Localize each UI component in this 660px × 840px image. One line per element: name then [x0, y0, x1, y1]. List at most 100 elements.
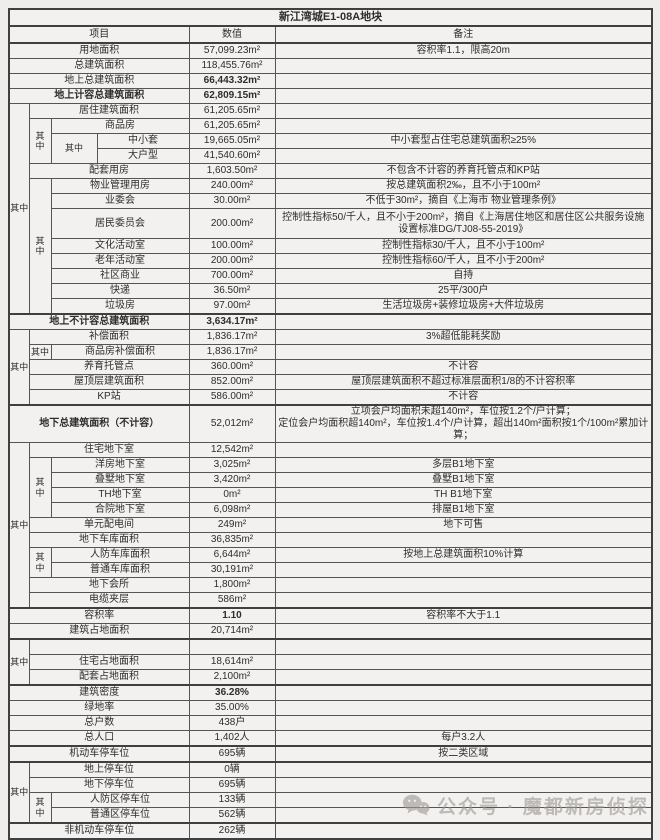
table-row: 居民委员会 200.00m² 控制性指标50/千人，且不小于200m²，摘自《上海居… — [9, 208, 653, 239]
value-cell: 1,836.17m² — [188, 344, 276, 360]
table-row: 其中 人防区停车位 133辆 — [9, 792, 653, 824]
value-cell: 200.00m² — [188, 253, 276, 269]
group-merge-cell: 其中 — [28, 547, 52, 578]
table-row: 单元配电间 249m² 地下可售 — [9, 517, 653, 533]
value-cell: 2,100m² — [188, 669, 276, 686]
table-row: 机动车停车位 695辆 按二类区域 — [8, 745, 653, 763]
remark-cell: 按地上总建筑面积10%计算 — [274, 547, 653, 563]
value-cell: 695辆 — [188, 777, 276, 793]
remark-cell: 容积率不大于1.1 — [274, 607, 653, 624]
table-row: 总建筑面积 118,455.76m² — [8, 58, 653, 74]
value-cell: 700.00m² — [188, 268, 276, 284]
remark-cell: 按二类区域 — [274, 745, 653, 763]
page-title: 新江湾城E1-08A地块 — [8, 8, 653, 27]
group-merge-cell: 其中 — [50, 133, 98, 164]
item-label-cell: KP站 — [28, 389, 190, 406]
value-cell: 586m² — [188, 592, 276, 609]
value-cell: 562辆 — [188, 807, 276, 824]
table-row: 地下总建筑面积（不计容） 52,012m² 立项会户均面积未超140m²，车位按1.… — [8, 404, 653, 443]
remark-cell: 25平/300户 — [274, 283, 653, 299]
item-label-cell: 建筑密度 — [8, 684, 190, 701]
item-label-cell: 总人口 — [8, 730, 190, 747]
value-cell: 30.00m² — [188, 193, 276, 209]
value-cell: 52,012m² — [188, 404, 276, 443]
value-cell: 133辆 — [188, 792, 276, 808]
item-label-cell: 人防车库面积 — [50, 547, 190, 563]
column-header-value: 数值 — [188, 25, 276, 44]
item-label-cell: 地下总建筑面积（不计容） — [8, 404, 190, 443]
table-header-row: 项目 数值 备注 — [8, 25, 653, 44]
table-title-row: 新江湾城E1-08A地块 — [8, 8, 653, 27]
item-label-cell — [28, 638, 190, 655]
column-header-remark: 备注 — [274, 25, 653, 44]
item-label-cell: 居民委员会 — [50, 208, 190, 239]
remark-cell: 控制性指标50/千人，且不小于200m²，摘自《上海居住地区和居住区公共服务设施… — [274, 208, 653, 239]
table-row: 建筑占地面积 20,714m² — [8, 623, 653, 640]
remark-cell — [274, 118, 653, 134]
item-label-cell: 居住建筑面积 — [28, 103, 190, 119]
value-cell: 36,835m² — [188, 532, 276, 548]
table-row: 地下停车位 695辆 — [9, 777, 653, 793]
value-cell: 3,420m² — [188, 472, 276, 488]
remark-cell — [274, 148, 653, 164]
value-cell: 35.00% — [188, 700, 276, 716]
table-row: 普通区停车位 562辆 — [9, 807, 653, 824]
table-row: 业委会 30.00m² 不低于30m²，摘自《上海市 物业管理条例》 — [9, 193, 653, 209]
remark-cell: 控制性指标60/千人，且不小于200m² — [274, 253, 653, 269]
item-label-cell: 配套占地面积 — [28, 669, 190, 686]
remark-cell — [274, 822, 653, 840]
remark-cell: 多层B1地下室 — [274, 457, 653, 473]
value-cell: 6,644m² — [188, 547, 276, 563]
table-row: 其中 居住建筑面积 61,205.65m² — [8, 103, 653, 315]
item-label-cell: 单元配电间 — [28, 517, 190, 533]
remark-cell — [274, 777, 653, 793]
remark-cell — [274, 684, 653, 701]
item-label-cell: 商品房 — [50, 118, 190, 134]
table-row: 总人口 1,402人 每户3.2人 — [8, 730, 653, 747]
remark-cell — [274, 761, 653, 778]
remark-cell: 不计容 — [274, 389, 653, 406]
value-cell: 61,205.65m² — [188, 103, 276, 119]
item-label-cell: 非机动车停车位 — [8, 822, 190, 840]
remark-cell: 屋顶层建筑面积不超过标准层面积1/8的不计容积率 — [274, 374, 653, 390]
item-label-cell: 普通区停车位 — [50, 807, 190, 824]
remark-cell — [274, 88, 653, 104]
remark-cell — [274, 344, 653, 360]
group-merge-cell: 其中 — [28, 457, 52, 518]
item-label-cell: 总建筑面积 — [8, 58, 190, 74]
value-cell — [188, 638, 276, 655]
table-row: 其中 中小套 19,665.05m² 中小套型占住宅总建筑面积≥25% — [9, 133, 653, 164]
value-cell: 1,836.17m² — [188, 329, 276, 345]
group-merge-cell: 其中 — [28, 344, 52, 360]
table-row: KP站 586.00m² 不计容 — [9, 389, 653, 406]
item-label-cell: 机动车停车位 — [8, 745, 190, 763]
item-label-cell: 用地面积 — [8, 42, 190, 59]
item-label-cell: 合院地下室 — [50, 502, 190, 518]
value-cell: 118,455.76m² — [188, 58, 276, 74]
value-cell: 20,714m² — [188, 623, 276, 640]
remark-cell — [274, 562, 653, 578]
remark-cell: 容积率1.1，限高20m — [274, 42, 653, 59]
remark-cell — [274, 792, 653, 808]
item-label-cell: 住宅占地面积 — [28, 654, 190, 670]
table-row: 地下车库面积 36,835m² — [9, 532, 653, 548]
remark-cell — [274, 715, 653, 731]
value-cell: 695辆 — [188, 745, 276, 763]
value-cell: 66,443.32m² — [188, 73, 276, 89]
item-label-cell: 文化活动室 — [50, 238, 190, 254]
item-label-cell: 配套用房 — [28, 163, 190, 179]
remark-cell: 排屋B1地下室 — [274, 502, 653, 518]
value-cell: 200.00m² — [188, 208, 276, 239]
table-row: 绿地率 35.00% — [8, 700, 653, 716]
value-cell: 36.50m² — [188, 283, 276, 299]
remark-cell: TH B1地下室 — [274, 487, 653, 503]
table-row: 其中 — [8, 638, 653, 686]
value-cell: 12,542m² — [188, 442, 276, 458]
item-label-cell: 养育托管点 — [28, 359, 190, 375]
value-cell: 249m² — [188, 517, 276, 533]
table-row: 其中 商品房补偿面积 1,836.17m² — [9, 344, 653, 360]
value-cell: 586.00m² — [188, 389, 276, 406]
table-row: 快递 36.50m² 25平/300户 — [9, 283, 653, 299]
item-label-cell: 屋顶层建筑面积 — [28, 374, 190, 390]
group-merge-cell: 其中 — [28, 118, 52, 164]
